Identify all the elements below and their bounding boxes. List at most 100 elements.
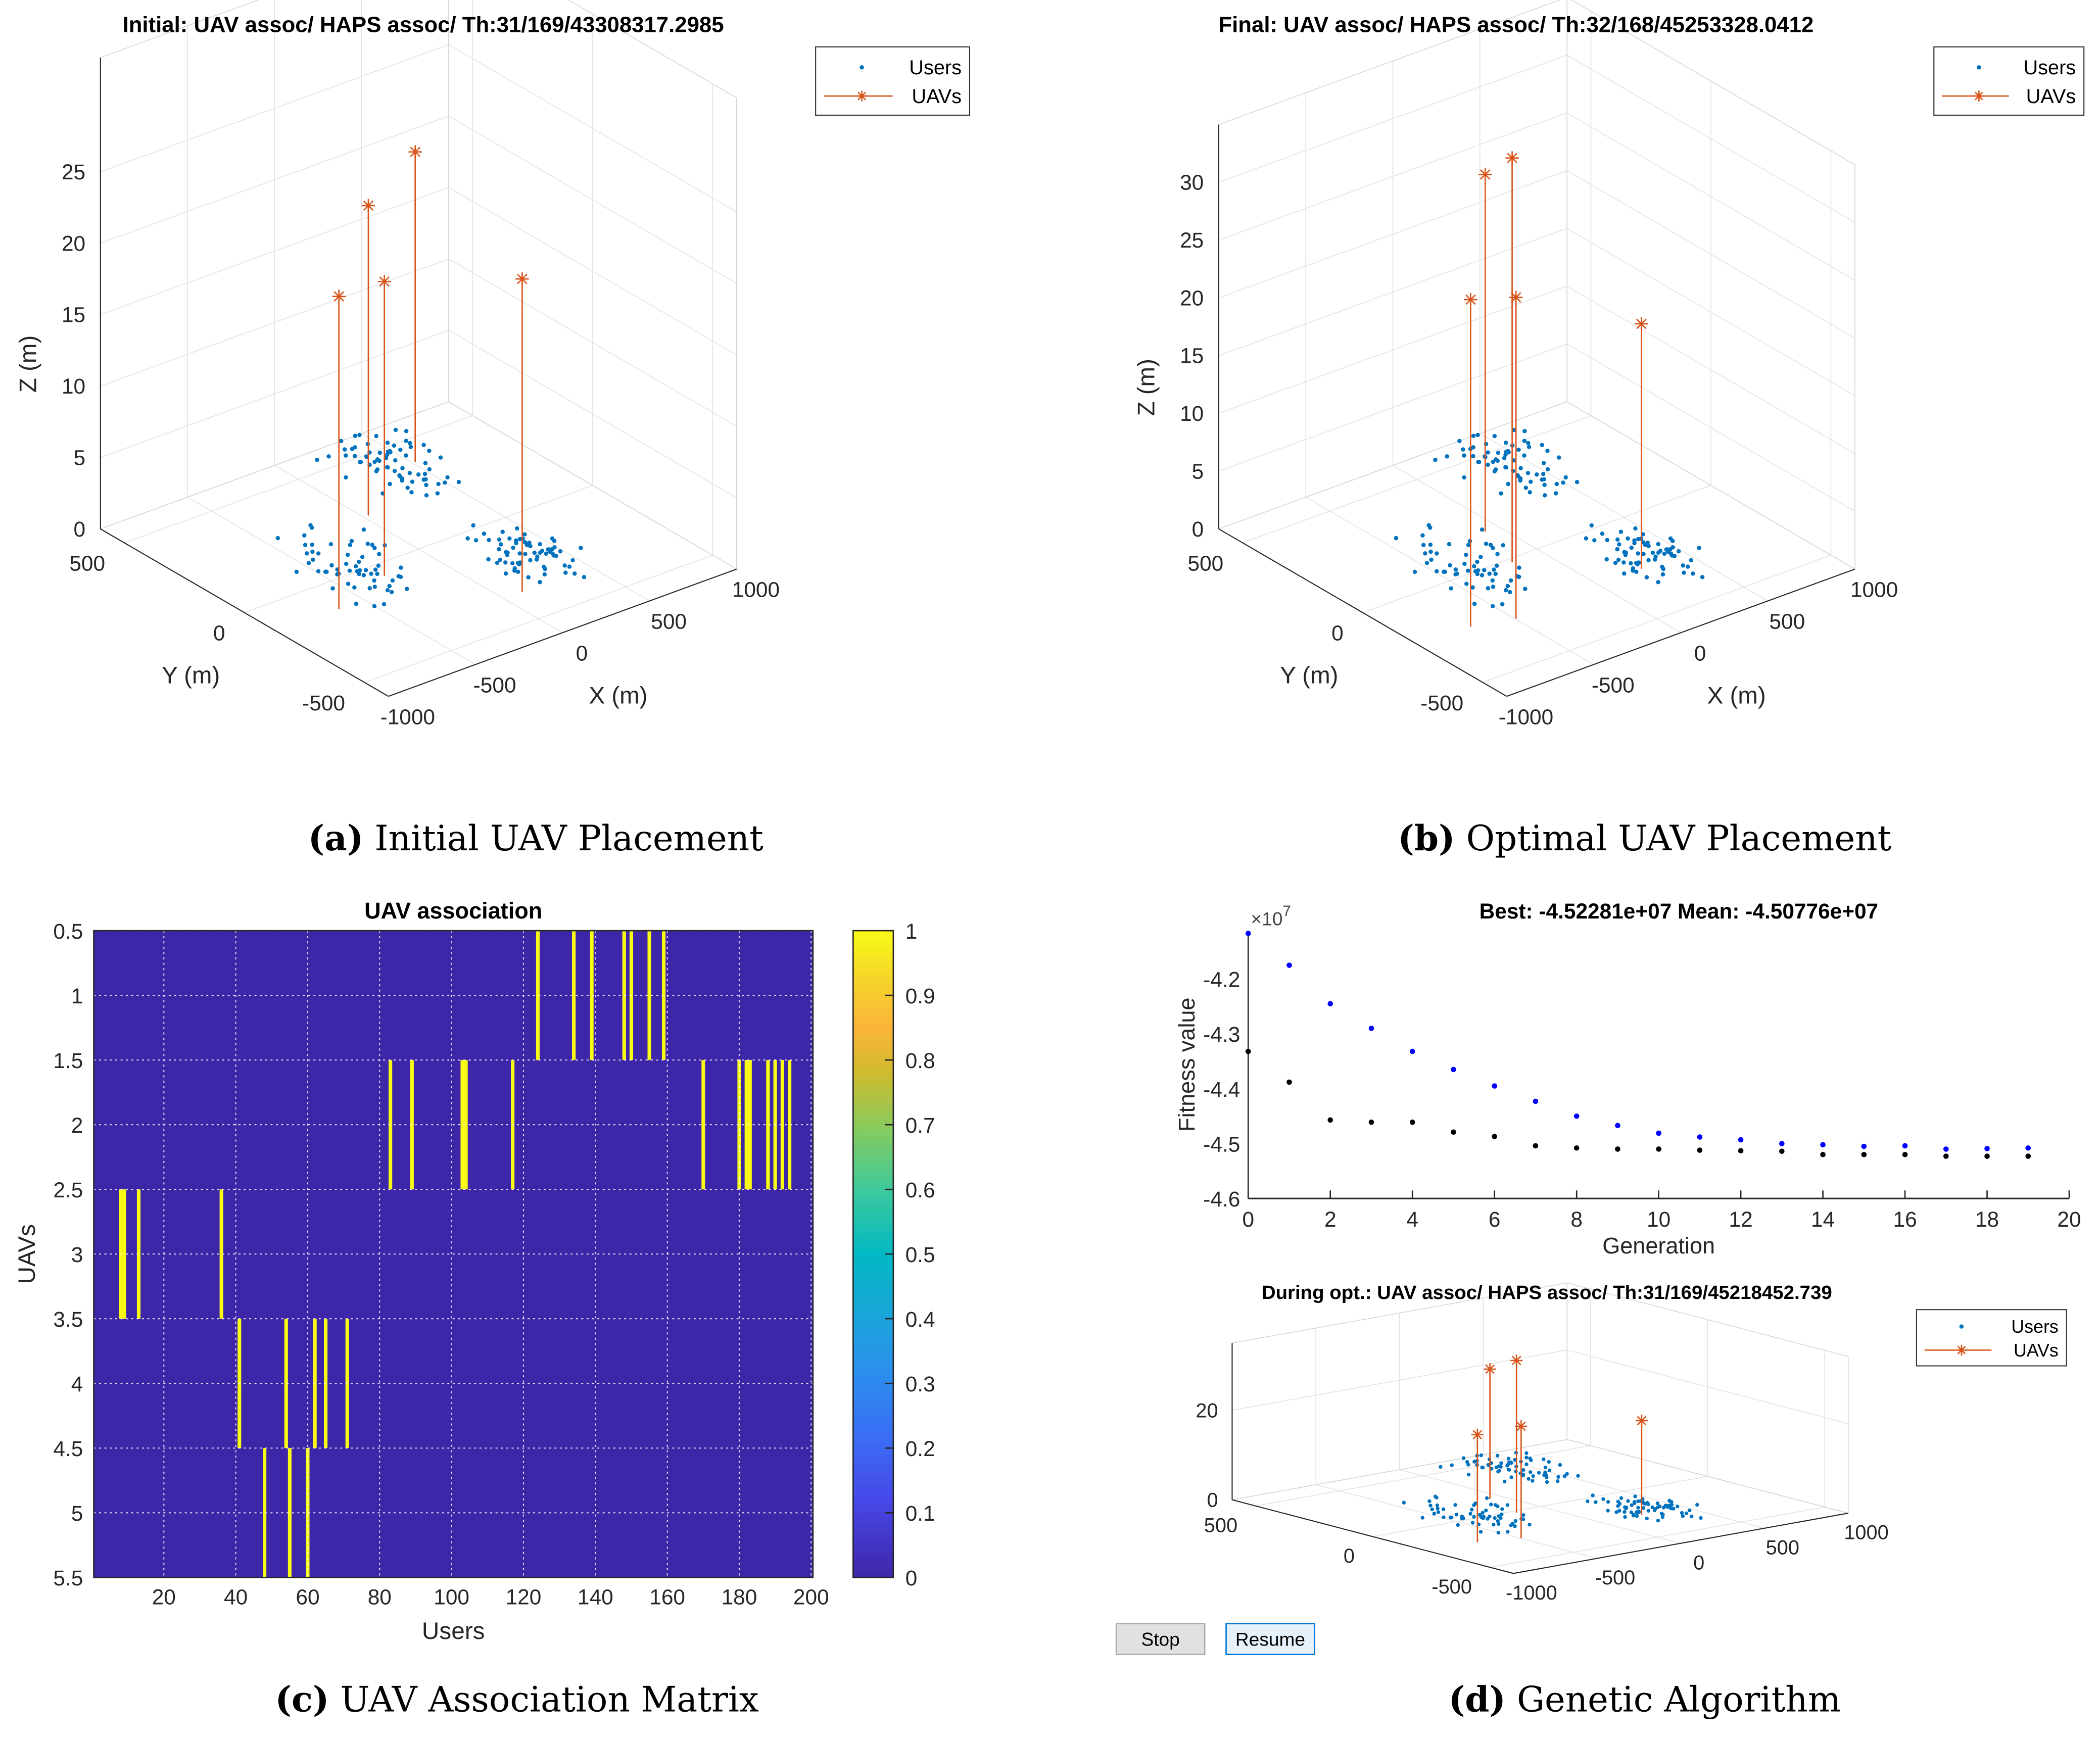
user-point (1617, 1509, 1621, 1513)
during-opt-3d-plot: -1000 -500 0 500 1000 -500 0 500 0 20 During opt.:… (1196, 1282, 2067, 1604)
ga-fitness-plot: 0 2 4 6 8 10 12 14 16 18 20 -4.6 -4.5 -4.4 -4.3 -4.2 ×10… (1174, 899, 2081, 1259)
user-point (1615, 537, 1620, 542)
best-point (1943, 1153, 1949, 1159)
x-tick-label: -500 (473, 673, 516, 697)
user-point (399, 565, 403, 570)
x-tick-label: -1000 (1499, 705, 1553, 729)
user-point (1547, 1468, 1552, 1472)
uav-marker-stroke (1511, 1356, 1521, 1366)
best-point (1327, 1117, 1333, 1123)
user-point (544, 551, 548, 556)
user-point (358, 460, 362, 464)
user-point (1412, 569, 1417, 574)
user-point (1484, 1509, 1488, 1513)
user-point (1540, 443, 1545, 447)
user-point (1499, 491, 1503, 496)
user-point (1543, 1465, 1548, 1470)
user-point (1529, 1470, 1533, 1474)
user-point (1632, 541, 1637, 546)
user-point (393, 427, 398, 432)
mean-point (1656, 1130, 1661, 1136)
z-tick-label: 15 (1180, 344, 1204, 368)
user-point (361, 573, 366, 577)
heatmap-cell-assigned (389, 1060, 393, 1190)
grid-line (100, 44, 449, 172)
user-point (365, 542, 370, 546)
mean-point (1368, 1026, 1374, 1031)
y-tick-label: 5.5 (53, 1566, 83, 1590)
user-point (1537, 1471, 1541, 1475)
user-point (421, 443, 426, 447)
user-point (427, 448, 432, 453)
user-point (498, 557, 503, 562)
user-point (1496, 1522, 1501, 1526)
user-point (1656, 542, 1661, 547)
user-point (339, 439, 344, 444)
x-tick-label: 12 (1729, 1207, 1753, 1231)
y-tick-label: 0 (1344, 1545, 1355, 1567)
user-point (1528, 490, 1532, 495)
user-point (1486, 450, 1490, 455)
heatmap-cell-assigned (122, 1189, 126, 1319)
uav-marker-stroke (1507, 153, 1517, 163)
user-point (275, 536, 280, 541)
best-point (1738, 1148, 1744, 1153)
user-point (328, 542, 333, 547)
user-point (398, 447, 403, 452)
z-axis-label: Z (m) (15, 335, 42, 393)
x-tick-label: 140 (578, 1585, 613, 1609)
user-point (1522, 453, 1526, 458)
best-point (1409, 1119, 1415, 1125)
uav-marker (1510, 1354, 1523, 1367)
user-point (1545, 448, 1550, 453)
z-tick-label: 0 (74, 517, 86, 541)
user-point (1485, 1496, 1489, 1500)
y-tick-label: 1 (71, 984, 83, 1008)
user-point (1641, 1506, 1646, 1510)
user-point (1499, 1461, 1503, 1465)
user-point (363, 568, 368, 572)
user-point (1629, 545, 1634, 550)
uav-marker-stroke (1472, 1430, 1483, 1440)
stop-button[interactable]: Stop (1115, 1623, 1206, 1656)
user-point (1450, 1515, 1454, 1520)
user-point (1496, 1519, 1500, 1523)
resume-button[interactable]: Resume (1225, 1623, 1315, 1656)
y-tick-label: 3 (71, 1243, 83, 1267)
user-point (1479, 527, 1485, 532)
user-point (1508, 578, 1513, 583)
user-point (500, 529, 505, 534)
mean-point (1902, 1143, 1908, 1149)
user-point (1613, 560, 1618, 565)
z-tick-label: 20 (1196, 1399, 1218, 1422)
user-point (1469, 1508, 1474, 1512)
grid-line (1255, 1445, 1591, 1507)
user-point (1486, 1463, 1491, 1467)
user-point (385, 452, 390, 457)
user-point (1630, 1503, 1634, 1507)
mean-point (1615, 1123, 1620, 1129)
user-point (360, 555, 365, 559)
user-point (1664, 1504, 1668, 1508)
user-point (410, 479, 415, 484)
grid-line (1218, 55, 1567, 183)
user-point (1513, 1458, 1517, 1462)
y-tick-label: 0.5 (53, 920, 83, 943)
user-point (315, 457, 319, 462)
user-point (1500, 602, 1505, 607)
user-point (1646, 1502, 1650, 1507)
grid-line (1483, 555, 1831, 683)
user-point (344, 453, 348, 458)
user-point (304, 551, 309, 556)
user-point (1478, 555, 1483, 559)
user-point (1631, 568, 1635, 573)
user-point (1492, 567, 1496, 572)
user-point (1429, 557, 1434, 562)
best-point (1861, 1151, 1867, 1157)
best-point (1615, 1146, 1620, 1152)
user-point (1486, 586, 1491, 591)
y-axis-label: Y (m) (162, 662, 220, 689)
user-point (1518, 478, 1522, 483)
x-axis-label: X (m) (589, 682, 647, 709)
